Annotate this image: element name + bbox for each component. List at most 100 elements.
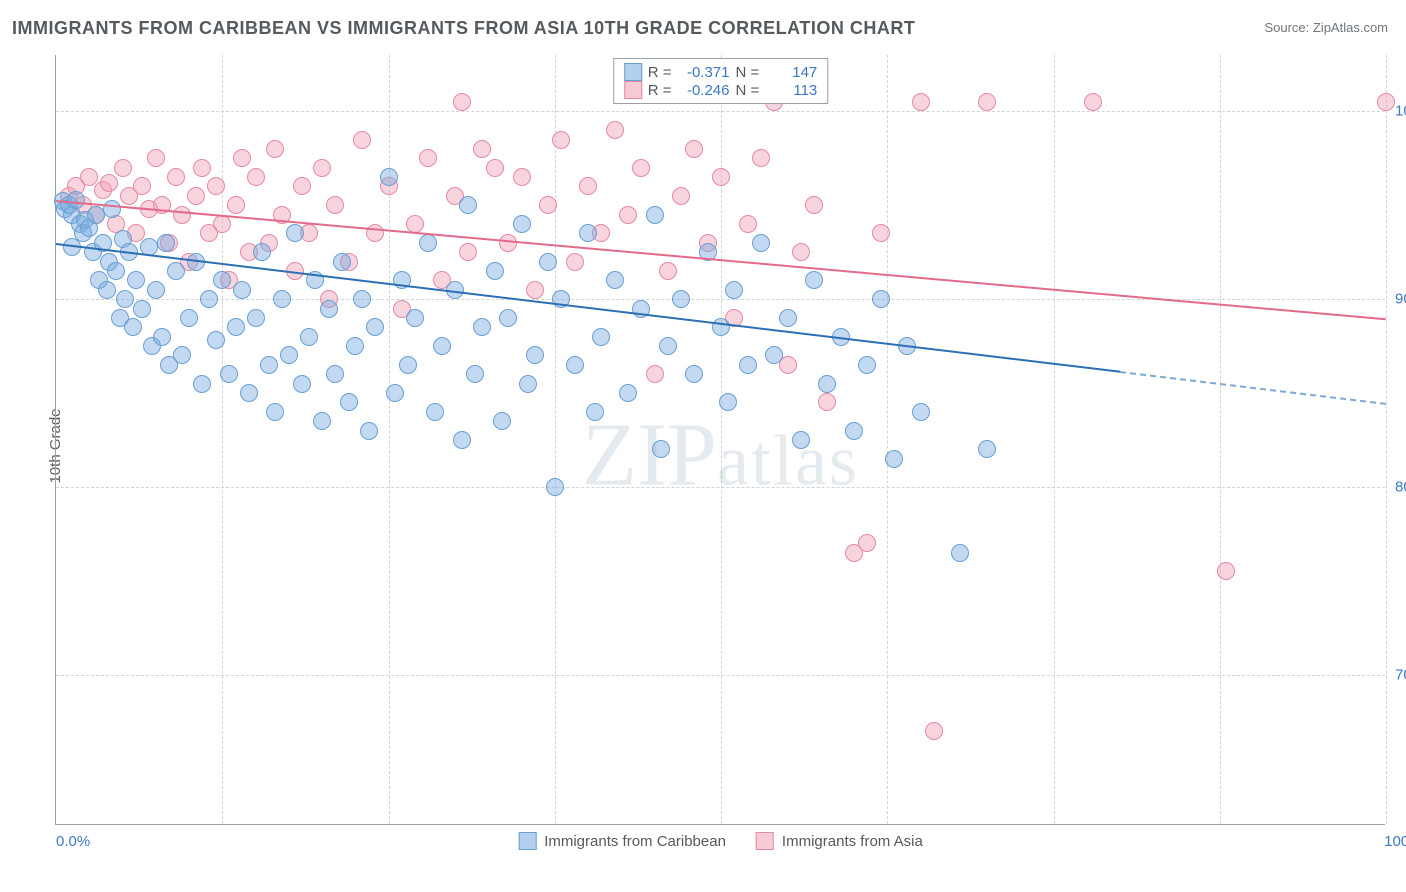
scatter-point-blue: [486, 262, 504, 280]
trend-line: [56, 243, 1120, 373]
scatter-point-pink: [473, 140, 491, 158]
scatter-point-blue: [499, 309, 517, 327]
scatter-point-blue: [133, 300, 151, 318]
scatter-point-blue: [951, 544, 969, 562]
scatter-point-blue: [124, 318, 142, 336]
scatter-point-pink: [579, 177, 597, 195]
scatter-point-pink: [247, 168, 265, 186]
scatter-point-pink: [233, 149, 251, 167]
scatter-point-pink: [419, 149, 437, 167]
scatter-point-blue: [619, 384, 637, 402]
scatter-point-pink: [858, 534, 876, 552]
scatter-point-blue: [426, 403, 444, 421]
scatter-point-blue: [765, 346, 783, 364]
scatter-point-blue: [419, 234, 437, 252]
chart-title: IMMIGRANTS FROM CARIBBEAN VS IMMIGRANTS …: [12, 18, 915, 39]
scatter-point-blue: [792, 431, 810, 449]
n-label: N =: [736, 82, 760, 99]
scatter-point-blue: [592, 328, 610, 346]
scatter-point-pink: [912, 93, 930, 111]
scatter-point-blue: [459, 196, 477, 214]
legend-label-asia: Immigrants from Asia: [782, 833, 923, 850]
scatter-point-blue: [173, 346, 191, 364]
scatter-point-blue: [519, 375, 537, 393]
scatter-point-blue: [513, 215, 531, 233]
gridline-vertical: [887, 55, 888, 824]
scatter-point-blue: [107, 262, 125, 280]
legend-swatch-blue: [518, 832, 536, 850]
scatter-point-pink: [406, 215, 424, 233]
scatter-point-blue: [253, 243, 271, 261]
scatter-point-blue: [157, 234, 175, 252]
x-tick-min: 0.0%: [56, 833, 90, 850]
scatter-point-pink: [739, 215, 757, 233]
legend-row-pink: R = -0.246 N = 113: [624, 81, 818, 99]
scatter-point-blue: [386, 384, 404, 402]
scatter-point-blue: [67, 191, 85, 209]
r-label: R =: [648, 82, 672, 99]
r-value-blue: -0.371: [678, 64, 730, 81]
scatter-point-pink: [646, 365, 664, 383]
scatter-point-pink: [872, 224, 890, 242]
scatter-point-blue: [805, 271, 823, 289]
scatter-point-pink: [326, 196, 344, 214]
scatter-point-pink: [978, 93, 996, 111]
plot-area: ZIPatlas R = -0.371 N = 147 R = -0.246 N…: [55, 55, 1385, 825]
scatter-point-pink: [659, 262, 677, 280]
scatter-point-blue: [858, 356, 876, 374]
scatter-point-blue: [725, 281, 743, 299]
scatter-point-blue: [606, 271, 624, 289]
scatter-point-blue: [453, 431, 471, 449]
scatter-point-pink: [805, 196, 823, 214]
legend-row-blue: R = -0.371 N = 147: [624, 63, 818, 81]
scatter-point-blue: [739, 356, 757, 374]
scatter-point-blue: [227, 318, 245, 336]
scatter-point-pink: [193, 159, 211, 177]
scatter-point-blue: [912, 403, 930, 421]
scatter-point-blue: [546, 478, 564, 496]
scatter-point-blue: [779, 309, 797, 327]
scatter-point-blue: [353, 290, 371, 308]
scatter-point-blue: [719, 393, 737, 411]
scatter-point-blue: [266, 403, 284, 421]
scatter-point-blue: [978, 440, 996, 458]
scatter-point-pink: [213, 215, 231, 233]
scatter-point-pink: [539, 196, 557, 214]
scatter-point-blue: [752, 234, 770, 252]
legend-swatch-pink: [756, 832, 774, 850]
scatter-point-pink: [100, 174, 118, 192]
scatter-point-blue: [293, 375, 311, 393]
scatter-point-blue: [340, 393, 358, 411]
scatter-point-blue: [153, 328, 171, 346]
scatter-point-blue: [233, 281, 251, 299]
scatter-point-blue: [586, 403, 604, 421]
scatter-point-blue: [207, 331, 225, 349]
scatter-point-pink: [685, 140, 703, 158]
scatter-point-pink: [1084, 93, 1102, 111]
scatter-point-blue: [399, 356, 417, 374]
scatter-point-blue: [539, 253, 557, 271]
scatter-point-pink: [619, 206, 637, 224]
scatter-point-pink: [114, 159, 132, 177]
scatter-point-blue: [147, 281, 165, 299]
scatter-point-pink: [453, 93, 471, 111]
scatter-point-blue: [579, 224, 597, 242]
scatter-point-blue: [433, 337, 451, 355]
gridline-vertical: [1220, 55, 1221, 824]
scatter-point-pink: [752, 149, 770, 167]
gridline-vertical: [1054, 55, 1055, 824]
scatter-point-pink: [1217, 562, 1235, 580]
legend-item-caribbean: Immigrants from Caribbean: [518, 832, 726, 850]
scatter-point-blue: [98, 281, 116, 299]
scatter-point-pink: [566, 253, 584, 271]
scatter-point-blue: [116, 290, 134, 308]
gridline-vertical: [222, 55, 223, 824]
scatter-point-pink: [147, 149, 165, 167]
legend-correlation: R = -0.371 N = 147 R = -0.246 N = 113: [613, 58, 829, 104]
legend-swatch-pink: [624, 81, 642, 99]
scatter-point-blue: [659, 337, 677, 355]
scatter-point-pink: [353, 131, 371, 149]
scatter-point-blue: [240, 384, 258, 402]
scatter-point-pink: [459, 243, 477, 261]
scatter-point-pink: [632, 159, 650, 177]
